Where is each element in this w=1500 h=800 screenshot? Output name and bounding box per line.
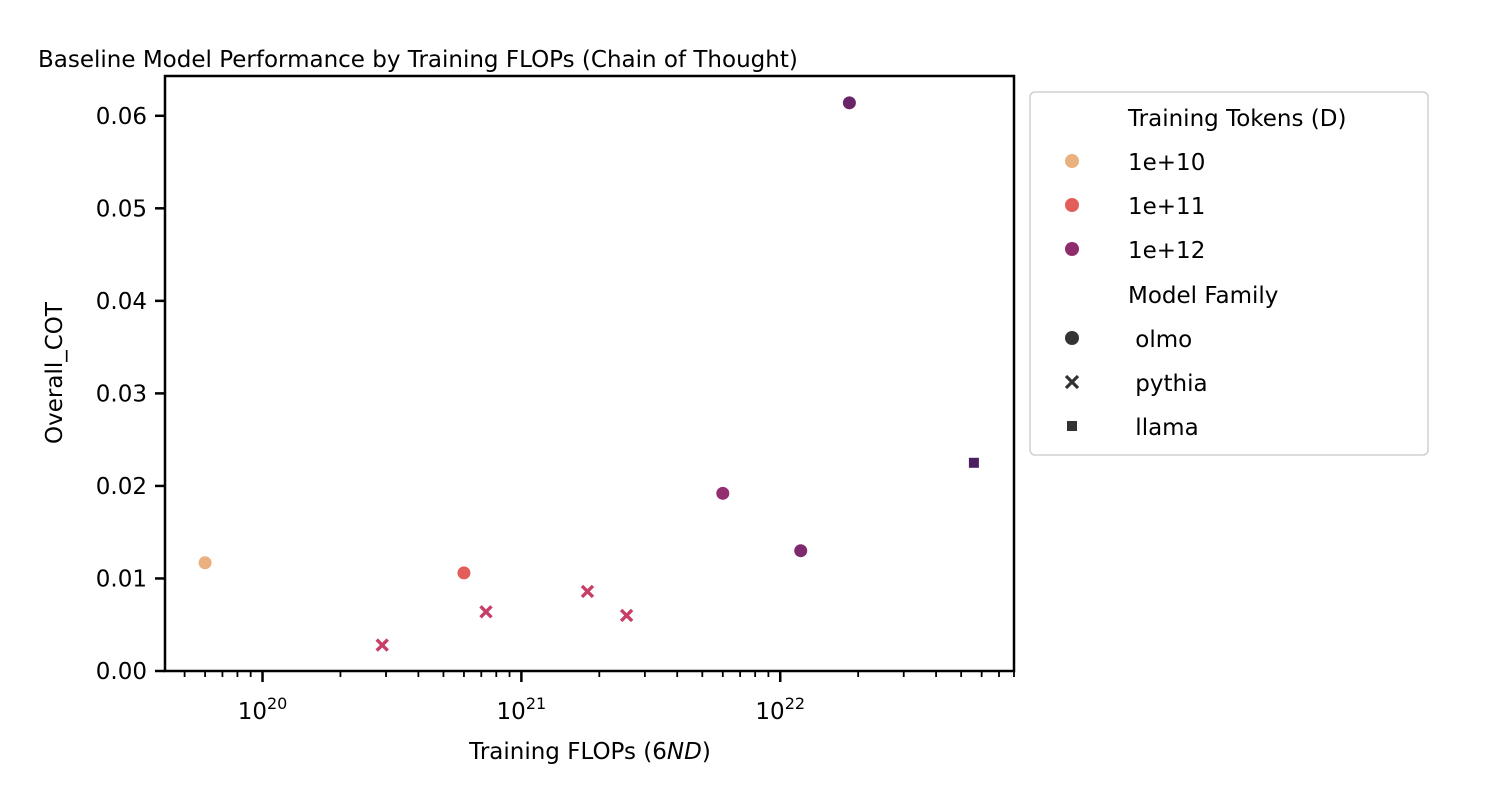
legend-hue-title: Training Tokens (D) [1127,106,1346,132]
legend-style-title: Model Family [1128,283,1278,309]
y-tick-label: 0.04 [96,289,147,315]
data-point-pythia-6 [375,638,389,652]
legend-label-llama: llama [1128,415,1199,441]
legend-marker-pythia-x [1064,374,1080,390]
x-axis-label-italic: ND [667,739,702,765]
data-point-pythia-8 [580,584,595,599]
legend-marker-llama-square [1067,421,1077,431]
legend-marker-1e11 [1065,198,1079,212]
x-axis-label-main: Training FLOPs (6 [468,739,667,765]
legend-marker-olmo-circle [1065,331,1079,345]
plot-area [163,74,1016,673]
x-axis-label: Training FLOPs (6ND) [468,739,711,765]
chart-title: Baseline Model Performance by Training F… [38,47,798,73]
legend-frame [1029,91,1429,456]
x-axis-label-close: ) [702,739,711,765]
x-tick-label: 1022 [755,694,805,725]
x-tick-label: 1020 [238,694,288,725]
y-tick-label: 0.05 [96,196,147,222]
data-point-pythia-7 [479,605,493,619]
legend-marker-1e10 [1065,154,1079,168]
legend-label-1e11: 1e+11 [1128,194,1205,220]
x-axis: 1020 1021 1022 [183,671,1015,725]
data-point-olmo-2 [456,565,472,581]
legend-label-1e12: 1e+12 [1128,238,1205,264]
y-tick-label: 0.01 [96,566,147,592]
y-tick-label: 0.00 [96,659,147,685]
data-point-olmo-5 [841,95,857,111]
y-tick-label: 0.06 [96,104,147,130]
data-point-pythia-9 [619,608,634,623]
legend-label-1e10: 1e+10 [1128,150,1205,176]
legend-marker-1e12 [1065,242,1079,256]
legend: Training Tokens (D) 1e+10 1e+11 1e+12 Mo… [1029,91,1429,456]
data-point-llama-10 [968,457,979,468]
x-tick-label: 1021 [497,694,547,725]
data-point-olmo-1 [197,555,213,571]
y-axis: 0.00 0.01 0.02 0.03 0.04 0.05 0.06 [96,104,165,685]
legend-label-olmo: olmo [1128,327,1192,353]
plot-frame [163,74,1016,673]
y-axis-label: Overall_COT [42,301,68,444]
y-tick-label: 0.02 [96,474,147,500]
legend-label-pythia: pythia [1128,371,1208,397]
data-point-olmo-4 [793,543,809,559]
y-tick-label: 0.03 [96,381,147,407]
data-point-olmo-3 [715,485,731,501]
